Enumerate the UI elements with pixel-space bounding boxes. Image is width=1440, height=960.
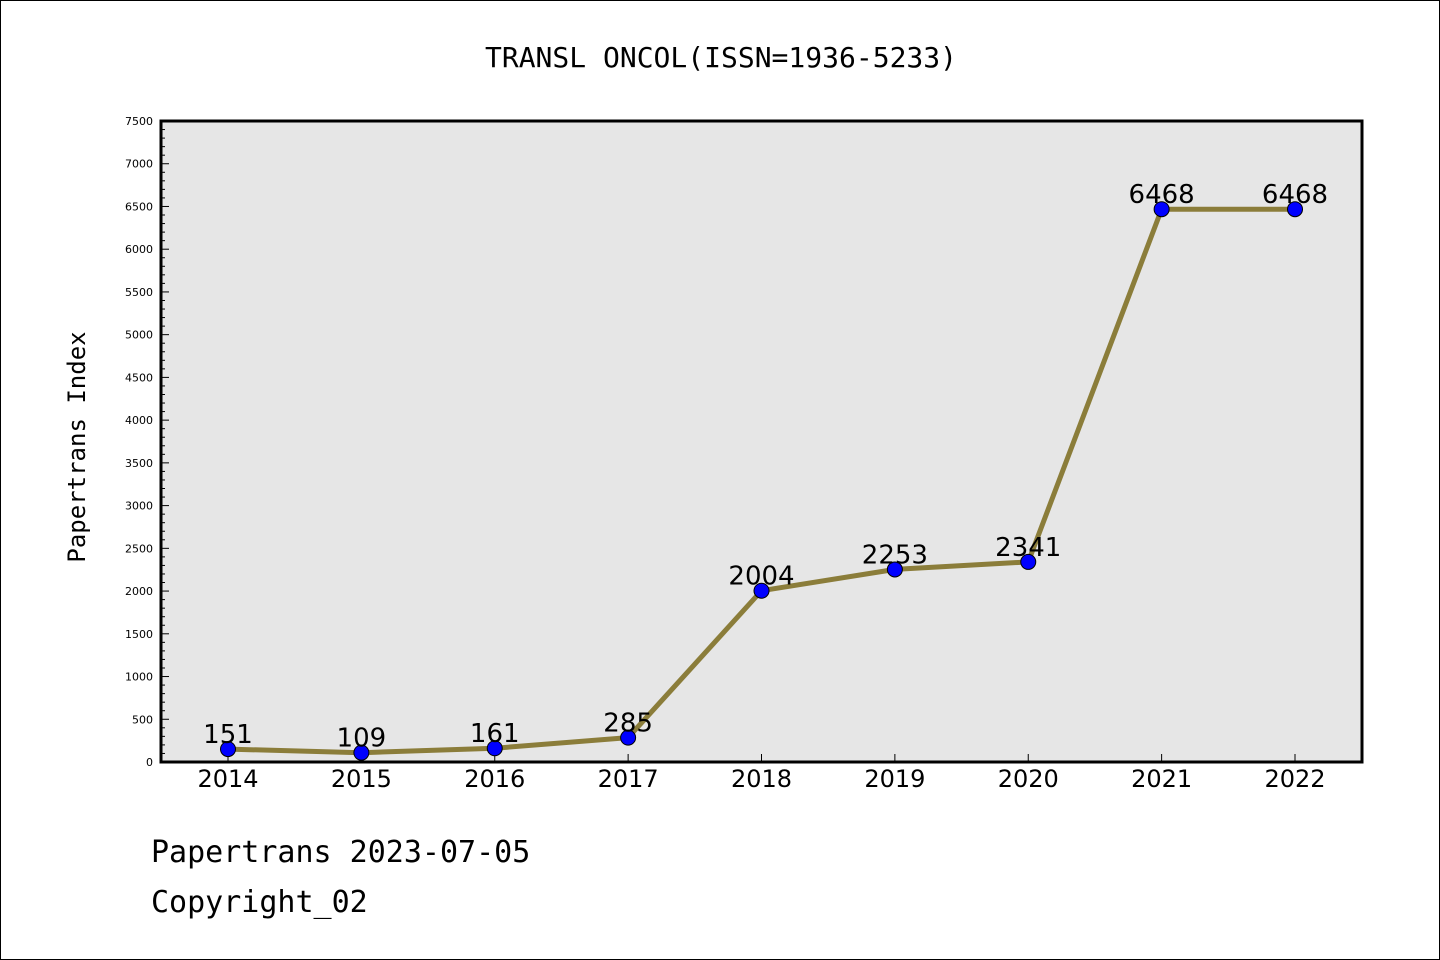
y-tick-label: 6000 <box>125 243 153 256</box>
data-point <box>1020 553 1037 570</box>
y-axis-label: Papertrans Index <box>63 331 91 562</box>
y-tick-label: 7000 <box>125 158 153 171</box>
x-tick-label: 2016 <box>464 765 525 793</box>
footer-copyright: Copyright_02 <box>151 885 368 920</box>
x-axis: 2014 2015 2016 2017 2018 2019 2020 2021 2022 <box>197 754 1326 793</box>
data-point <box>353 744 370 761</box>
data-point <box>1287 201 1303 218</box>
data-point <box>220 741 236 758</box>
y-tick-label: 3500 <box>125 457 153 470</box>
y-tick-label: 4500 <box>125 371 153 384</box>
y-tick-label: 1000 <box>125 671 153 684</box>
x-tick-label: 2020 <box>998 765 1059 793</box>
x-tick-label: 2022 <box>1264 765 1325 793</box>
data-point <box>753 582 770 599</box>
y-tick-label: 5500 <box>125 286 153 299</box>
data-label: 2004 <box>728 562 794 592</box>
data-label: 2341 <box>995 533 1061 563</box>
y-axis: 0 500 1000 1500 2000 2500 3000 3500 4000 4500 5000… <box>125 115 169 769</box>
y-tick-label: 3000 <box>125 500 153 513</box>
data-labels: 151 109 161 285 2004 2253 2341 6468 6468 <box>203 180 1328 753</box>
x-tick-label: 2015 <box>331 765 392 793</box>
y-tick-label: 6500 <box>125 200 153 213</box>
data-label: 285 <box>603 709 653 739</box>
y-tick-label: 500 <box>132 713 153 726</box>
x-tick-label: 2017 <box>598 765 659 793</box>
y-tick-label: 1500 <box>125 628 153 641</box>
y-tick-label: 0 <box>146 756 153 769</box>
y-tick-label: 4000 <box>125 414 153 427</box>
footer-date: Papertrans 2023-07-05 <box>151 835 531 870</box>
data-point <box>886 561 903 578</box>
y-tick-label: 5000 <box>125 329 153 342</box>
data-point <box>1153 201 1170 218</box>
data-point <box>486 740 503 757</box>
data-point <box>620 729 637 746</box>
data-label: 2253 <box>862 540 928 570</box>
data-markers <box>220 201 1303 761</box>
y-tick-label: 2500 <box>125 542 153 555</box>
plot-area <box>161 121 1362 762</box>
x-tick-label: 2018 <box>731 765 792 793</box>
y-tick-label: 7500 <box>125 115 153 128</box>
data-label: 6468 <box>1262 180 1328 210</box>
data-label: 109 <box>337 724 387 754</box>
data-label: 161 <box>470 719 520 749</box>
chart-title: TRANSL ONCOL(ISSN=1936-5233) <box>485 41 957 74</box>
x-tick-label: 2021 <box>1131 765 1192 793</box>
data-label: 6468 <box>1129 180 1195 210</box>
plot-border <box>159 119 1364 764</box>
y-tick-label: 2000 <box>125 585 153 598</box>
data-label: 151 <box>203 720 253 750</box>
x-tick-label: 2014 <box>197 765 258 793</box>
x-tick-label: 2019 <box>864 765 925 793</box>
